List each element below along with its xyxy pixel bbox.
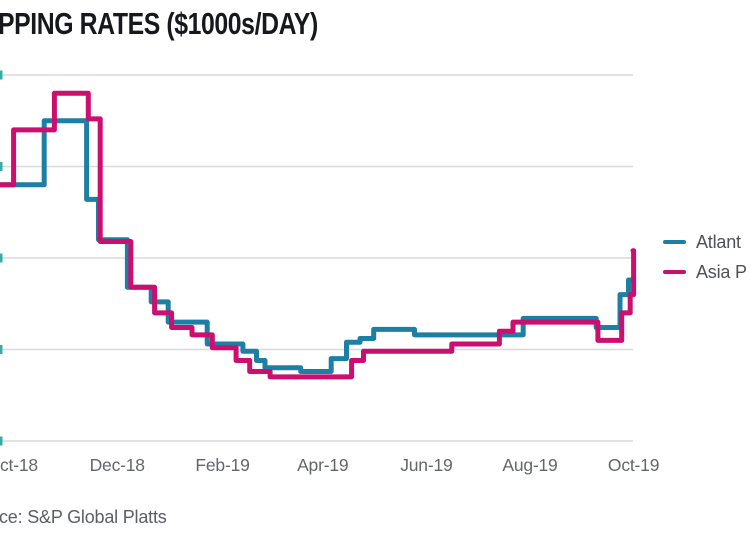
legend-item-atlantic: Atlant [663,227,747,257]
legend-label-atlantic: Atlant [696,231,741,252]
x-tick-label: Aug-19 [502,455,558,475]
page-title: PPING RATES ($1000s/DAY) [0,6,318,41]
legend: Atlant Asia P [663,227,747,287]
y-axis-label-fragment [0,345,3,354]
asia-pacific-series-line [0,90,637,380]
atlantic-series-line [0,118,636,374]
source-caption: ce: S&P Global Platts [0,507,167,527]
atlantic-line-swatch-icon [663,239,686,245]
x-tick-label: Jun-19 [400,455,453,475]
y-axis-label-fragment [0,253,3,263]
x-tick-label: Oct-19 [607,455,660,475]
x-tick-label: Dec-18 [89,455,145,475]
y-axis-label-fragment [0,436,3,446]
x-tick-label: Feb-19 [195,455,250,475]
x-tick-label: ct-18 [0,455,38,475]
legend-label-asia-pacific: Asia P [696,261,747,282]
asia-pacific-line-swatch-icon [663,269,686,275]
x-tick-label: Apr-19 [297,455,349,475]
y-axis-label-fragment [0,162,3,171]
legend-item-asia-pacific: Asia P [663,257,747,287]
y-axis-label-fragment [0,70,3,80]
